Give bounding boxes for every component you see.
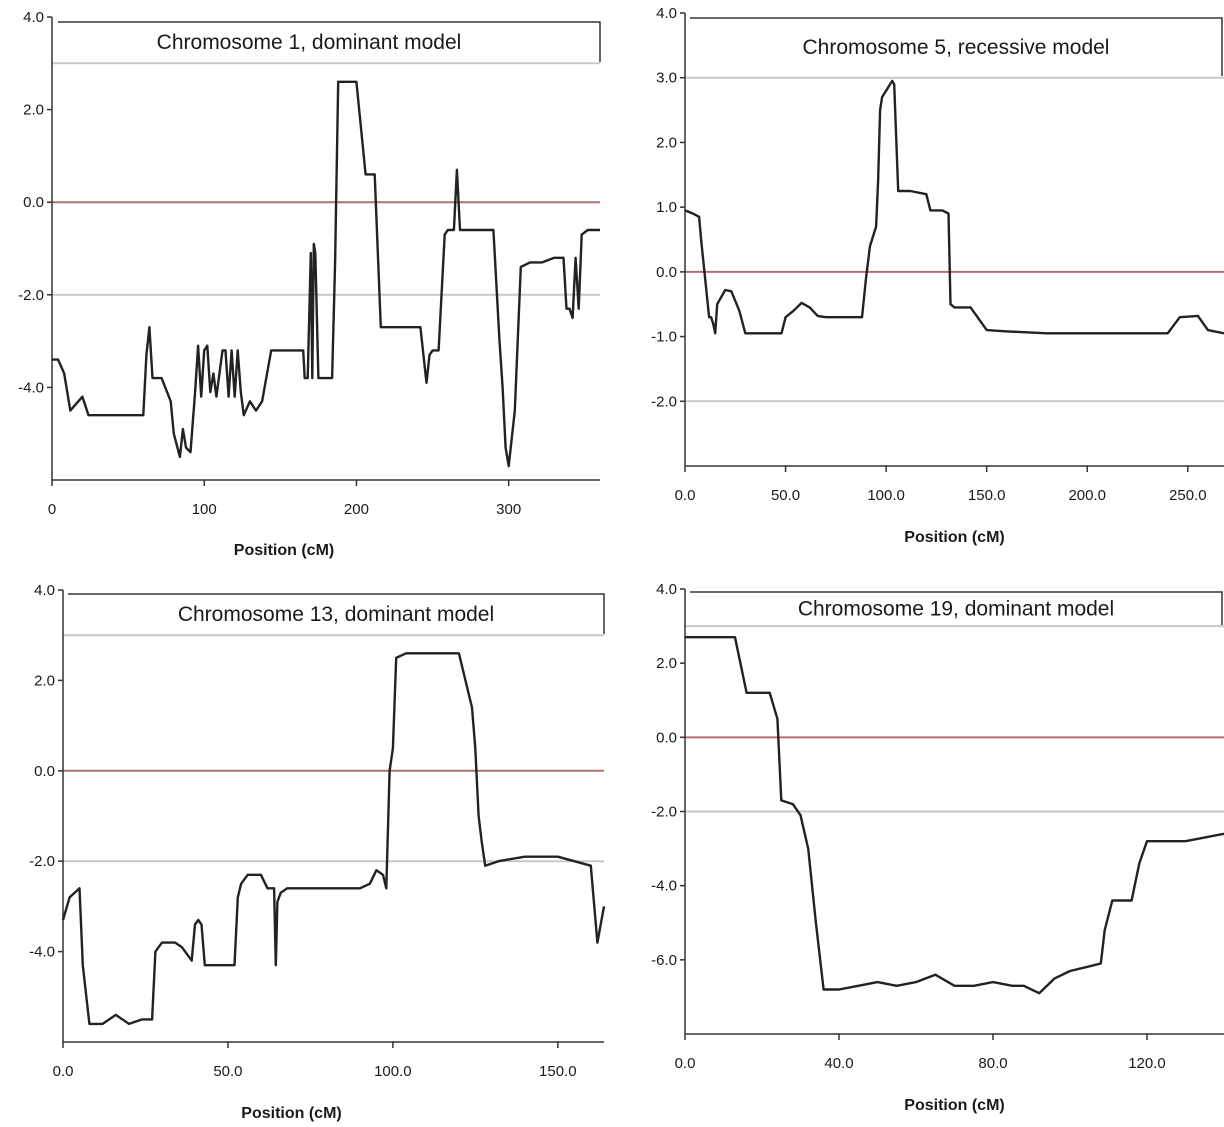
x-tick-label: 300 [496, 501, 521, 518]
panel-title: Chromosome 1, dominant model [157, 31, 462, 54]
title-box [690, 17, 1223, 76]
y-tick-label: -4.0 [651, 878, 677, 895]
y-tick-label: -2.0 [651, 393, 677, 410]
y-tick-label: -1.0 [651, 329, 677, 346]
chart-panel-4: 4.0 2.0 0.0 -2.0 -4.0 -6.0 0.0 40.0 80.0 120.0 Pos… [651, 581, 1224, 1114]
title-box [68, 593, 605, 634]
y-tick-label: 0.0 [656, 729, 677, 746]
y-tick-label: -6.0 [651, 952, 677, 969]
y-tick-label: 2.0 [23, 102, 44, 119]
y-tick-label: 2.0 [656, 655, 677, 672]
y-tick-label: -2.0 [18, 287, 44, 304]
x-tick-label: 120.0 [1128, 1055, 1166, 1072]
chart-panels: 4.0 2.0 0.0 -2.0 -4.0 0 100 200 300 Position (cM)… [18, 5, 1224, 1122]
y-tick-label: 1.0 [656, 199, 677, 216]
lod-score-curve [61, 652, 606, 1026]
chart-panel-3: 4.0 2.0 0.0 -2.0 -4.0 0.0 50.0 100.0 150.0 Positi… [29, 582, 606, 1122]
x-tick-label: 100.0 [374, 1063, 412, 1080]
title-box [58, 21, 601, 62]
panel-title: Chromosome 13, dominant model [178, 603, 494, 626]
chart-panel-2: 4.0 3.0 2.0 1.0 0.0 -1.0 -2.0 0.0 50.0 100.0 150.0… [651, 5, 1224, 546]
y-tick-label: 2.0 [656, 134, 677, 151]
y-tick-label: -2.0 [29, 853, 55, 870]
y-tick-label: 3.0 [656, 70, 677, 87]
x-tick-label: 0.0 [675, 487, 696, 504]
x-tick-label: 50.0 [771, 487, 800, 504]
x-axis-label: Position (cM) [234, 542, 334, 559]
y-tick-label: -2.0 [651, 804, 677, 821]
y-tick-label: 4.0 [34, 582, 55, 599]
y-tick-label: -4.0 [18, 379, 44, 396]
x-tick-label: 200 [344, 501, 369, 518]
x-tick-label: 80.0 [978, 1055, 1007, 1072]
lod-score-curve [52, 80, 600, 468]
y-tick-label: 0.0 [23, 194, 44, 211]
title-box [690, 591, 1223, 625]
panel-title: Chromosome 5, recessive model [803, 36, 1110, 59]
x-axis-label: Position (cM) [241, 1105, 341, 1122]
y-tick-label: 0.0 [34, 763, 55, 780]
x-tick-label: 0.0 [53, 1063, 74, 1080]
y-tick-label: 4.0 [656, 581, 677, 598]
chart-panel-1: 4.0 2.0 0.0 -2.0 -4.0 0 100 200 300 Position (cM)… [18, 9, 601, 559]
lod-score-curve [685, 636, 1224, 995]
y-tick-label: 2.0 [34, 672, 55, 689]
lod-score-curve [684, 79, 1224, 335]
x-axis-label: Position (cM) [904, 529, 1004, 546]
x-tick-label: 100 [192, 501, 217, 518]
x-tick-label: 0.0 [675, 1055, 696, 1072]
x-tick-label: 100.0 [867, 487, 905, 504]
x-tick-label: 40.0 [824, 1055, 853, 1072]
x-tick-label: 0 [48, 501, 56, 518]
y-tick-label: 0.0 [656, 264, 677, 281]
x-tick-label: 50.0 [213, 1063, 242, 1080]
y-tick-label: 4.0 [656, 5, 677, 22]
x-tick-label: 200.0 [1068, 487, 1106, 504]
y-tick-label: -4.0 [29, 944, 55, 961]
x-tick-label: 250.0 [1169, 487, 1207, 504]
y-tick-label: 4.0 [23, 9, 44, 26]
panel-title: Chromosome 19, dominant model [798, 598, 1114, 621]
x-tick-label: 150.0 [539, 1063, 577, 1080]
x-axis-label: Position (cM) [904, 1097, 1004, 1114]
x-tick-label: 150.0 [968, 487, 1006, 504]
